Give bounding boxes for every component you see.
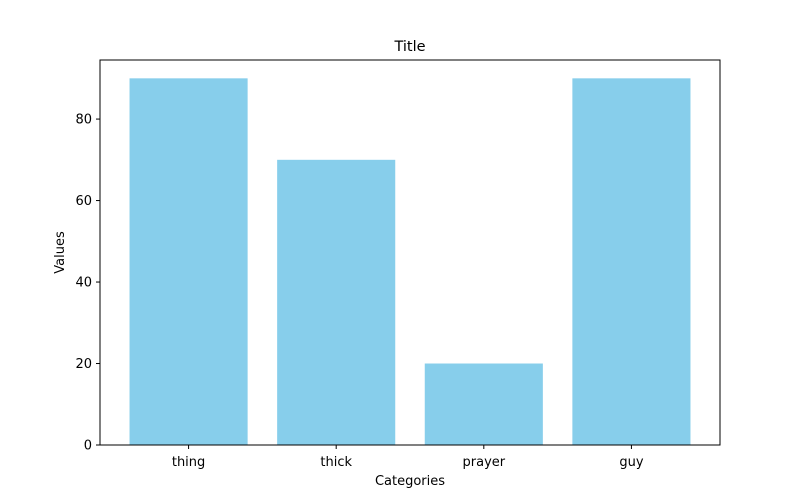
- bar-prayer: [424, 363, 543, 445]
- bar-guy: [572, 78, 691, 445]
- bars-layer: [129, 78, 691, 445]
- y-axis: 0 20 40 60 80: [75, 113, 100, 454]
- chart-title: Title: [393, 39, 425, 55]
- y-tick-label: 40: [75, 276, 92, 291]
- x-tick-label: thick: [320, 455, 352, 470]
- plot-frame: [99, 59, 721, 446]
- x-axis: thing thick prayer guy: [172, 445, 644, 470]
- y-axis-label: Values: [53, 231, 68, 274]
- x-tick-label: thing: [172, 455, 205, 470]
- y-tick-label: 60: [75, 194, 92, 209]
- x-tick-label: prayer: [463, 455, 506, 470]
- x-tick-label: guy: [619, 455, 643, 470]
- y-tick-label: 0: [84, 439, 92, 454]
- bar-thing: [129, 78, 248, 445]
- y-tick-label: 80: [75, 113, 92, 128]
- bar-thick: [277, 159, 396, 445]
- x-axis-label: Categories: [375, 474, 445, 489]
- y-tick-label: 20: [75, 357, 92, 372]
